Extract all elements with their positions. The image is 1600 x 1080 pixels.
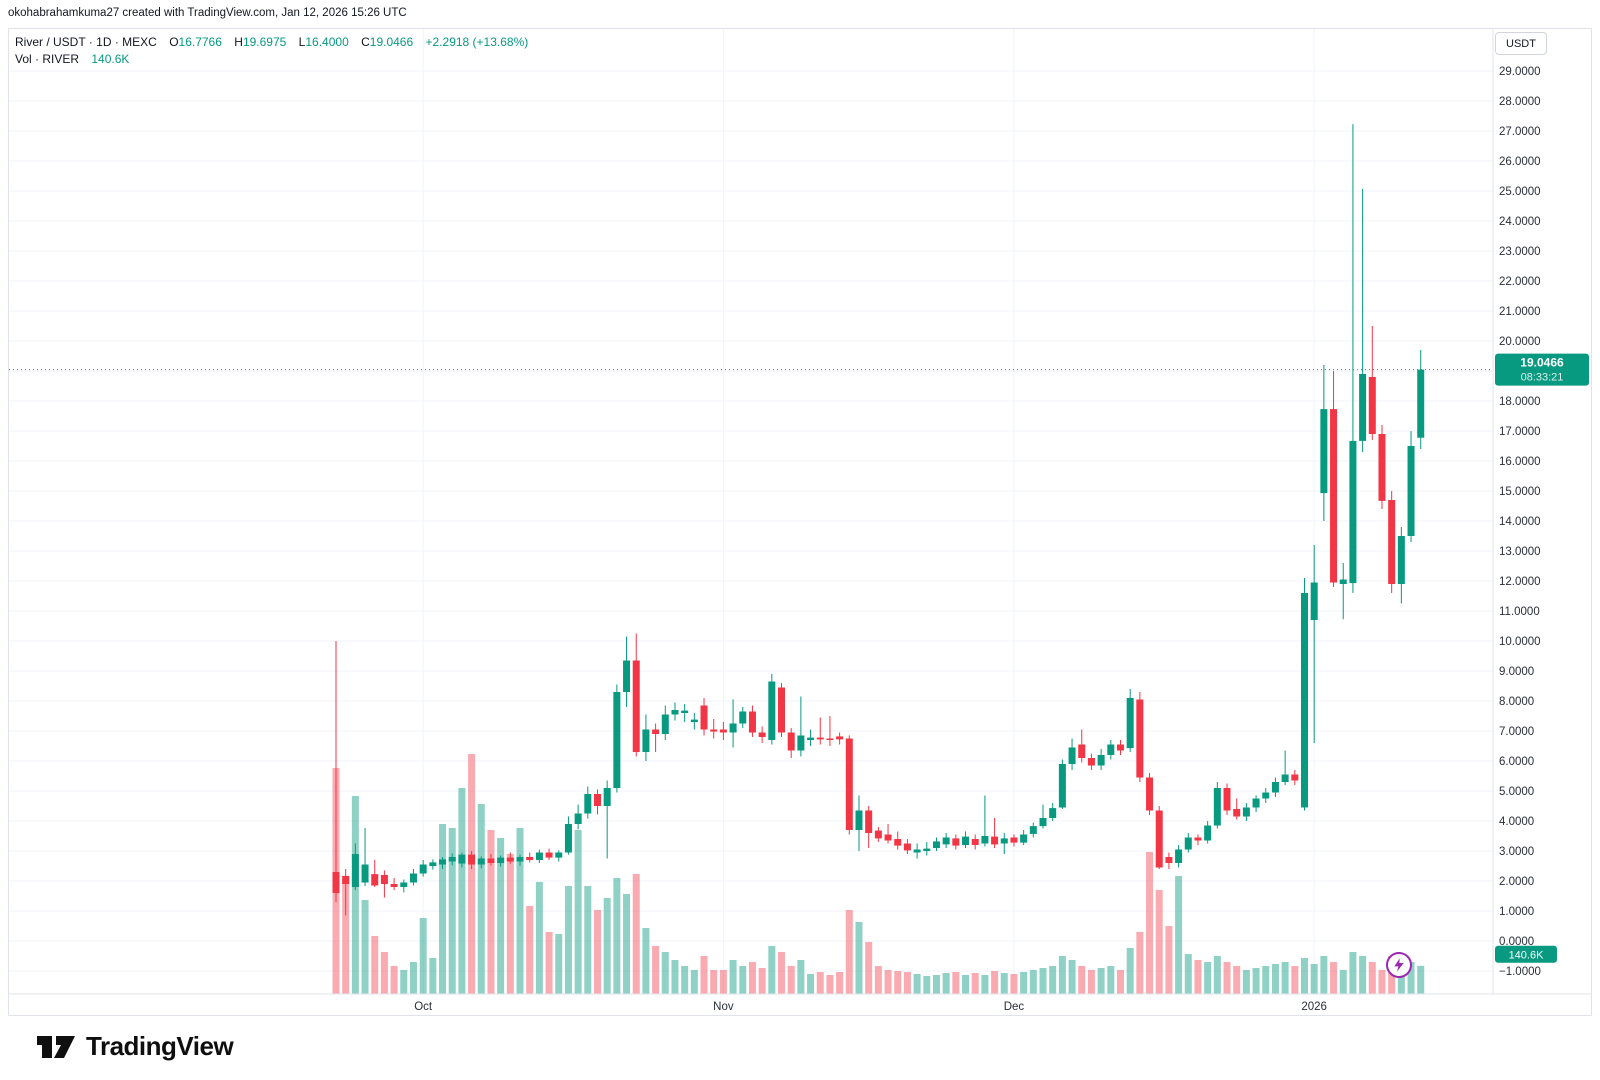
price-badge-value: 19.0466	[1520, 356, 1564, 370]
price-axis[interactable]: 29.0000 28.0000 27.0000 26.0000 25.0000 24.00…	[1499, 66, 1541, 978]
lightning-icon	[1394, 958, 1404, 972]
price-badge-countdown: 08:33:21	[1521, 372, 1564, 384]
svg-text:20.0000: 20.0000	[1499, 336, 1541, 348]
svg-text:29.0000: 29.0000	[1499, 66, 1541, 78]
change-value: +2.2918 (+13.68%)	[425, 35, 529, 49]
svg-text:17.0000: 17.0000	[1499, 426, 1541, 438]
svg-text:3.0000: 3.0000	[1499, 846, 1534, 858]
svg-text:2026: 2026	[1301, 1001, 1327, 1013]
svg-text:21.0000: 21.0000	[1499, 306, 1541, 318]
interval-label: 1D	[96, 35, 112, 49]
volume-value: 140.6K	[91, 52, 130, 66]
svg-text:13.0000: 13.0000	[1499, 546, 1541, 558]
svg-text:Nov: Nov	[713, 1001, 734, 1013]
svg-text:12.0000: 12.0000	[1499, 576, 1541, 588]
svg-text:11.0000: 11.0000	[1499, 606, 1540, 618]
svg-text:14.0000: 14.0000	[1499, 516, 1541, 528]
high-value: 19.6975	[242, 35, 287, 49]
svg-text:0.0000: 0.0000	[1499, 936, 1534, 948]
svg-text:4.0000: 4.0000	[1499, 816, 1534, 828]
currency-toggle-button[interactable]: USDT	[1495, 32, 1547, 55]
volume-series	[332, 754, 1425, 994]
svg-text:8.0000: 8.0000	[1499, 696, 1534, 708]
svg-text:15.0000: 15.0000	[1499, 486, 1541, 498]
svg-text:22.0000: 22.0000	[1499, 276, 1541, 288]
tradingview-mark-icon	[37, 1035, 75, 1058]
svg-text:Oct: Oct	[414, 1001, 433, 1013]
legend-symbol-row[interactable]: River / USDT · 1D · MEXC O16.7766 H19.69…	[15, 35, 529, 49]
chart-legend: River / USDT · 1D · MEXC O16.7766 H19.69…	[15, 34, 528, 68]
close-value: 19.0466	[369, 35, 414, 49]
attribution-text: okohabrahamkuma27 created with TradingVi…	[8, 7, 407, 19]
open-value: 16.7766	[178, 35, 222, 49]
low-value: 16.4000	[305, 35, 349, 49]
svg-text:23.0000: 23.0000	[1499, 246, 1541, 258]
tradingview-wordmark: TradingView	[86, 1031, 234, 1061]
svg-text:6.0000: 6.0000	[1499, 756, 1534, 768]
svg-text:24.0000: 24.0000	[1499, 216, 1541, 228]
candlestick-chart[interactable]: 29.0000 28.0000 27.0000 26.0000 25.0000 24.00…	[9, 29, 1591, 1015]
svg-text:10.0000: 10.0000	[1499, 636, 1541, 648]
svg-text:−1.0000: −1.0000	[1499, 966, 1541, 978]
svg-text:7.0000: 7.0000	[1499, 726, 1534, 738]
svg-text:25.0000: 25.0000	[1499, 186, 1541, 198]
chart-panel: 29.0000 28.0000 27.0000 26.0000 25.0000 24.00…	[8, 28, 1592, 1016]
exchange-label: MEXC	[122, 35, 157, 49]
svg-text:28.0000: 28.0000	[1499, 96, 1541, 108]
candlestick-series	[332, 124, 1425, 916]
svg-text:1.0000: 1.0000	[1499, 906, 1534, 918]
volume-badge-value: 140.6K	[1509, 949, 1545, 961]
svg-text:18.0000: 18.0000	[1499, 396, 1541, 408]
svg-text:27.0000: 27.0000	[1499, 126, 1541, 138]
volume-badge	[1495, 945, 1557, 963]
svg-text:5.0000: 5.0000	[1499, 786, 1534, 798]
legend-volume-row: Vol · RIVER 140.6K	[15, 51, 528, 68]
price-badge	[1495, 353, 1589, 386]
svg-text:2.0000: 2.0000	[1499, 876, 1534, 888]
svg-text:9.0000: 9.0000	[1499, 666, 1534, 678]
symbol-title[interactable]: River / USDT	[15, 35, 86, 49]
tradingview-logo: TradingView	[36, 1031, 234, 1062]
time-axis[interactable]: Oct Nov Dec 2026	[414, 1001, 1327, 1013]
svg-text:26.0000: 26.0000	[1499, 156, 1541, 168]
volume-label: Vol · RIVER	[15, 52, 80, 66]
instant-trading-button[interactable]	[1386, 952, 1412, 978]
svg-text:16.0000: 16.0000	[1499, 456, 1541, 468]
svg-text:Dec: Dec	[1004, 1001, 1025, 1013]
